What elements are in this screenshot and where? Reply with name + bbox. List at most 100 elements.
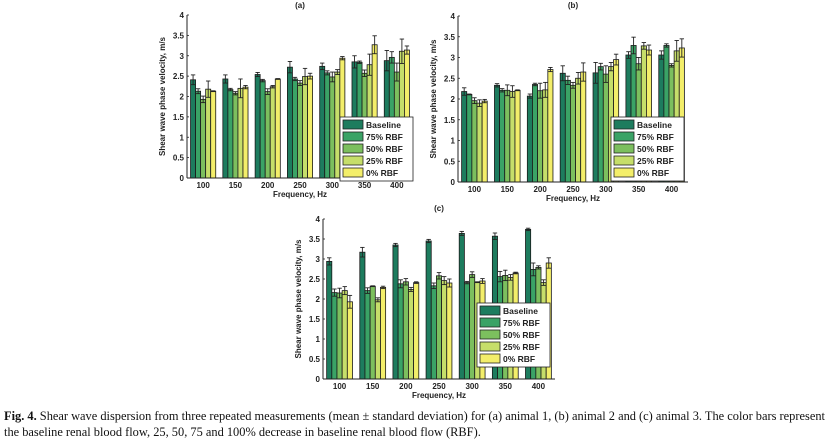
y-tick-label: 4 [180, 11, 185, 20]
bar [504, 89, 511, 183]
x-tick-label: 400 [532, 382, 546, 391]
bar [597, 66, 604, 183]
bar [287, 66, 293, 179]
bar [331, 292, 338, 380]
bar [210, 90, 217, 179]
bar [364, 290, 371, 380]
x-tick-label: 200 [261, 181, 275, 190]
bar [466, 94, 473, 183]
legend-label: 25% RBF [366, 156, 403, 166]
bar [537, 90, 544, 183]
x-tick-label: 100 [468, 185, 482, 194]
bar [329, 76, 336, 179]
bar [461, 91, 468, 183]
x-tick-label: 200 [399, 382, 413, 391]
y-tick-label: 3 [451, 54, 456, 63]
bar [200, 98, 207, 179]
bar [463, 282, 470, 380]
figure-label: Fig. 4. [4, 409, 37, 423]
y-tick-label: 0.5 [444, 157, 456, 166]
bar [532, 84, 538, 183]
legend-label: 75% RBF [366, 132, 403, 142]
chart-title: (c) [434, 204, 444, 213]
legend-label: 50% RBF [503, 330, 540, 340]
x-tick-label: 250 [566, 185, 580, 194]
bar [326, 261, 333, 380]
y-tick-label: 0.5 [309, 355, 321, 364]
legend-label: 0% RBF [503, 354, 535, 364]
y-tick-label: 1.5 [173, 113, 185, 122]
y-axis-label: Shear wave phase velocity, m/s [294, 239, 303, 359]
y-tick-label: 1 [451, 137, 456, 146]
legend-swatch [479, 305, 501, 316]
legend: Baseline 75% RBF 50% RBF 25% RBF 0% RBF [339, 116, 414, 182]
bar [336, 292, 343, 380]
y-tick-label: 3 [316, 255, 321, 264]
y-tick-label: 3.5 [173, 31, 185, 40]
y-tick-label: 1.5 [444, 116, 456, 125]
bar [341, 290, 348, 380]
legend-swatch [613, 155, 635, 166]
x-tick-label: 300 [599, 185, 613, 194]
legend-swatch [613, 119, 635, 130]
y-tick-label: 3 [180, 52, 185, 61]
legend-swatch [613, 167, 635, 178]
y-tick-label: 1 [180, 133, 185, 142]
legend: Baseline 75% RBF 50% RBF 25% RBF 0% RBF [476, 302, 551, 368]
bar [402, 281, 409, 380]
y-tick-label: 2.5 [444, 74, 456, 83]
legend-swatch [342, 155, 364, 166]
bar [190, 79, 196, 179]
bar [307, 75, 313, 179]
legend-swatch [479, 329, 501, 340]
legend-swatch [342, 143, 364, 154]
bar [302, 76, 308, 179]
bar [514, 89, 521, 183]
bar [374, 299, 381, 380]
bar [324, 72, 331, 179]
x-tick-label: 300 [326, 181, 340, 190]
x-tick-label: 400 [390, 181, 404, 190]
bar [369, 285, 376, 380]
y-tick-label: 2.5 [173, 72, 185, 81]
legend-swatch [342, 131, 364, 142]
bar [346, 301, 353, 380]
legend-label: 0% RBF [637, 168, 669, 178]
y-tick-label: 0 [316, 375, 321, 384]
y-tick-label: 0 [180, 174, 185, 183]
x-tick-label: 300 [465, 382, 479, 391]
bar [436, 275, 442, 380]
x-tick-label: 150 [501, 185, 515, 194]
bar [274, 78, 281, 179]
bar [392, 244, 399, 380]
bar [413, 282, 420, 380]
legend-label: 75% RBF [503, 318, 540, 328]
legend-label: 50% RBF [366, 144, 403, 154]
bar [242, 86, 249, 179]
x-tick-label: 250 [293, 181, 307, 190]
bar [526, 95, 533, 183]
chart-b: (b) 0 0.5 1 1.5 2 2.5 3 3.5 4 100 150 200 250 300 350 40… [429, 1, 688, 203]
bar [237, 87, 244, 179]
x-axis-label: Frequency, Hz [546, 194, 600, 203]
x-tick-label: 100 [333, 382, 347, 391]
bar [292, 78, 298, 179]
bar [264, 91, 271, 179]
x-tick-label: 200 [533, 185, 547, 194]
x-axis-label: Frequency, Hz [273, 190, 327, 199]
legend-swatch [479, 341, 501, 352]
legend-swatch [479, 353, 501, 364]
x-tick-label: 350 [632, 185, 646, 194]
legend-label: 0% RBF [366, 168, 398, 178]
legend-label: Baseline [637, 120, 672, 130]
bar [397, 283, 404, 380]
bar [380, 287, 387, 380]
y-axis-label: Shear wave phase velocity, m/s [158, 36, 167, 156]
bar [602, 73, 609, 183]
bar [430, 285, 437, 380]
legend-label: 25% RBF [637, 156, 674, 166]
legend-swatch [342, 167, 364, 178]
y-tick-label: 0.5 [173, 154, 185, 163]
chart-title: (b) [568, 1, 579, 10]
figure-caption: Fig. 4. Shear wave dispersion from three… [4, 408, 832, 440]
